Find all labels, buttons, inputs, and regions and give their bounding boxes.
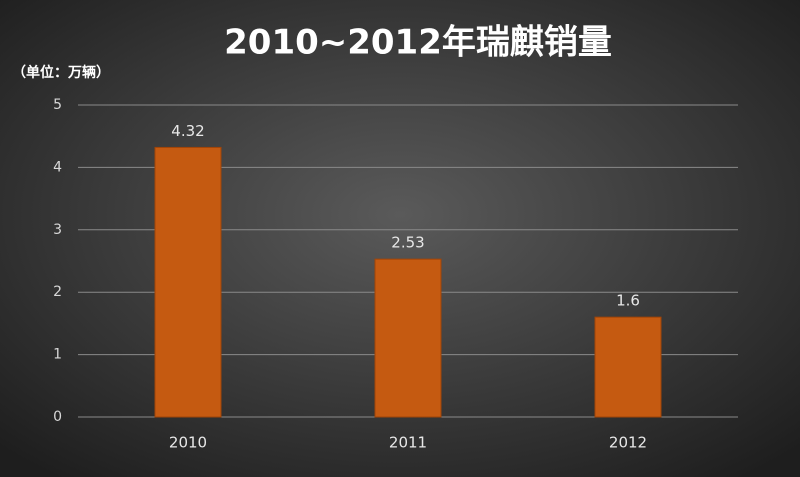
value-label: 2.53 [391,234,424,252]
bar [154,146,222,418]
x-tick-label: 2010 [169,434,207,452]
y-tick-label: 5 [53,97,62,113]
y-tick-label: 1 [53,347,62,363]
y-tick-label: 3 [53,222,62,238]
bar [594,316,662,418]
y-tick-label: 4 [53,159,62,175]
value-label: 4.32 [171,122,204,140]
unit-label: （单位：万辆） [12,64,110,81]
x-tick-label: 2011 [389,434,427,452]
bar [374,258,442,418]
x-tick-label: 2012 [609,434,647,452]
y-tick-label: 0 [53,409,62,425]
chart-title: 2010~2012年瑞麒销量 [224,23,612,63]
value-label: 1.6 [616,292,640,310]
y-tick-label: 2 [53,284,62,300]
